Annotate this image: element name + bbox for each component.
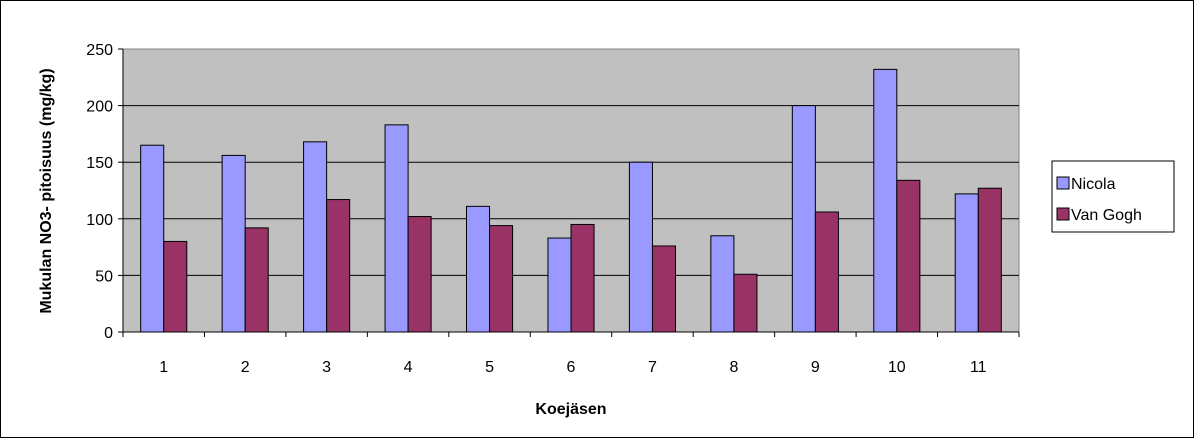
x-tick-label: 1 xyxy=(159,359,168,376)
legend: Nicola Van Gogh xyxy=(1051,160,1175,233)
legend-label: Nicola xyxy=(1071,176,1116,193)
x-tick-label: 3 xyxy=(322,359,331,376)
x-tick-label: 6 xyxy=(567,359,576,376)
y-tick-label: 200 xyxy=(86,99,113,116)
bar-van-gogh xyxy=(489,225,514,333)
x-tick-label: 4 xyxy=(404,359,413,376)
legend-swatch xyxy=(1056,207,1070,221)
legend-swatch xyxy=(1056,176,1070,190)
bar-van-gogh xyxy=(244,227,269,333)
bar-nicola xyxy=(710,235,735,333)
bar-van-gogh xyxy=(814,211,839,333)
bar-van-gogh xyxy=(407,216,432,333)
bar-nicola xyxy=(873,68,898,333)
y-tick-label: 150 xyxy=(86,155,113,172)
y-tick-label: 250 xyxy=(86,42,113,59)
bar-nicola xyxy=(628,161,653,333)
bar-van-gogh xyxy=(570,223,595,333)
x-tick-label: 10 xyxy=(888,359,906,376)
bars xyxy=(140,68,1002,333)
x-tick-label: 9 xyxy=(811,359,820,376)
bar-nicola xyxy=(954,193,979,333)
bar-nicola xyxy=(465,205,491,333)
y-tick-label: 0 xyxy=(104,325,113,342)
bar-van-gogh xyxy=(651,245,677,333)
axes xyxy=(118,48,1020,337)
legend-frame xyxy=(1051,160,1175,233)
x-tick-label: 7 xyxy=(648,359,657,376)
bar-nicola xyxy=(140,144,165,333)
x-tick-label: 11 xyxy=(970,359,987,376)
bar-nicola xyxy=(547,237,572,333)
bar-nicola xyxy=(221,154,246,333)
bar-van-gogh xyxy=(896,179,921,333)
x-tick-labels: 1 2 3 4 5 6 7 8 9 10 11 xyxy=(159,359,986,376)
bar-nicola xyxy=(384,124,409,333)
x-tick-label: 5 xyxy=(485,359,494,376)
bar-van-gogh xyxy=(733,273,758,333)
bar-nicola xyxy=(791,105,816,333)
y-tick-label: 50 xyxy=(95,268,113,285)
bar-nicola xyxy=(303,141,328,333)
x-tick-label: 2 xyxy=(241,359,250,376)
x-axis-title: Koejäsen xyxy=(535,401,606,418)
y-tick-labels: 0 50 100 150 200 250 xyxy=(86,42,113,342)
bar-van-gogh xyxy=(977,187,1002,333)
y-axis-title: Mukulan NO3- pitoisuus (mg/kg) xyxy=(38,68,55,313)
x-tick-label: 8 xyxy=(729,359,738,376)
bar-van-gogh xyxy=(163,240,188,333)
bar-van-gogh xyxy=(326,199,351,333)
y-tick-label: 100 xyxy=(86,212,113,229)
legend-label: Van Gogh xyxy=(1071,207,1142,224)
